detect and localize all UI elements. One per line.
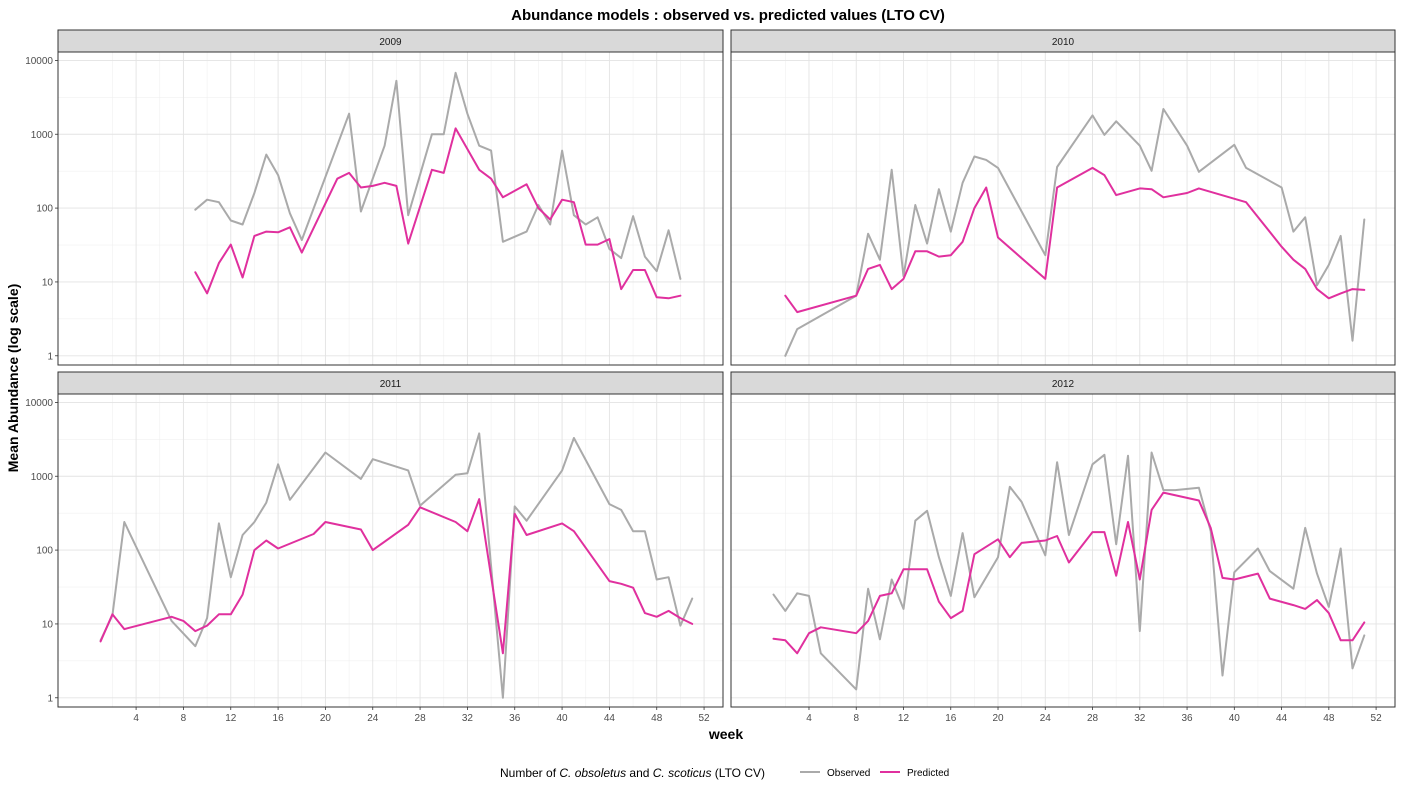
x-tick-label: 16 (273, 713, 285, 724)
x-tick-label: 28 (415, 713, 427, 724)
x-tick-label: 36 (1181, 713, 1193, 724)
series-lines (194, 71, 682, 300)
x-tick-label: 20 (992, 713, 1004, 724)
x-tick-label: 40 (1229, 713, 1241, 724)
facet-panels: 2009 1 10 100 1000 10000 2010 2011 1 10 100 1000 100… (25, 29, 1396, 724)
y-axis-title: Mean Abundance (log scale) (5, 284, 21, 473)
series-line-predicted (784, 166, 1366, 314)
legend-title-part: C. obsoletus (559, 766, 626, 780)
series-lines (99, 432, 694, 699)
panel-border (57, 51, 724, 366)
x-tick-label: 32 (462, 713, 474, 724)
x-tick-label: 40 (557, 713, 569, 724)
legend: Number of C. obsoletus and C. scoticus (… (500, 766, 949, 780)
x-tick-label: 32 (1134, 713, 1146, 724)
grid (58, 52, 723, 365)
facet-strip-label: 2009 (379, 37, 402, 48)
x-tick-label: 12 (898, 713, 910, 724)
y-tick-label: 10 (42, 619, 54, 630)
x-tick-label: 8 (181, 713, 187, 724)
x-tick-label: 36 (509, 713, 521, 724)
panel-border (57, 393, 724, 708)
series-line-predicted (194, 127, 682, 300)
legend-title-part: C. scoticus (653, 766, 712, 780)
y-tick-label: 1 (47, 351, 53, 362)
x-tick-label: 12 (225, 713, 237, 724)
legend-label-observed: Observed (827, 768, 870, 779)
x-tick-label: 48 (1323, 713, 1335, 724)
legend-title: Number of C. obsoletus and C. scoticus (… (500, 766, 765, 780)
panel-2009: 2009 1 10 100 1000 10000 (25, 29, 724, 366)
x-tick-label: 8 (853, 713, 859, 724)
x-tick-label: 4 (133, 713, 139, 724)
series-lines (772, 451, 1366, 691)
facet-strip-label: 2012 (1052, 379, 1075, 390)
y-tick-label: 10 (42, 277, 54, 288)
panel-2010: 2010 (730, 29, 1396, 366)
y-tick-label: 1000 (31, 130, 54, 141)
y-tick-label: 100 (36, 546, 53, 557)
y-tick-label: 100 (36, 204, 53, 215)
y-tick-label: 1000 (31, 472, 54, 483)
facet-strip-label: 2010 (1052, 37, 1075, 48)
series-lines (784, 108, 1366, 357)
x-tick-label: 44 (604, 713, 616, 724)
grid (58, 394, 723, 707)
x-tick-label: 52 (699, 713, 711, 724)
y-tick-label: 1 (47, 693, 53, 704)
chart-title: Abundance models : observed vs. predicte… (511, 7, 945, 24)
y-tick-label: 10000 (25, 398, 53, 409)
x-tick-label: 20 (320, 713, 332, 724)
series-line-predicted (772, 491, 1366, 655)
panel-border (730, 393, 1396, 708)
x-tick-label: 52 (1371, 713, 1383, 724)
x-tick-label: 48 (651, 713, 663, 724)
x-tick-label: 24 (1040, 713, 1052, 724)
panel-border (730, 51, 1396, 366)
series-line-observed (784, 108, 1366, 357)
x-tick-label: 24 (367, 713, 379, 724)
x-tick-label: 44 (1276, 713, 1288, 724)
series-line-predicted (99, 498, 694, 655)
x-axis-title: week (708, 726, 743, 742)
series-line-observed (99, 432, 694, 699)
legend-label-predicted: Predicted (907, 768, 949, 779)
series-line-observed (772, 451, 1366, 691)
legend-title-part: (LTO CV) (711, 766, 765, 780)
x-tick-label: 4 (806, 713, 812, 724)
legend-title-part: and (626, 766, 653, 780)
x-tick-label: 28 (1087, 713, 1099, 724)
y-tick-label: 10000 (25, 56, 53, 67)
legend-title-part: Number of (500, 766, 559, 780)
x-tick-label: 16 (945, 713, 957, 724)
grid (731, 52, 1395, 365)
facet-strip-label: 2011 (380, 379, 402, 390)
